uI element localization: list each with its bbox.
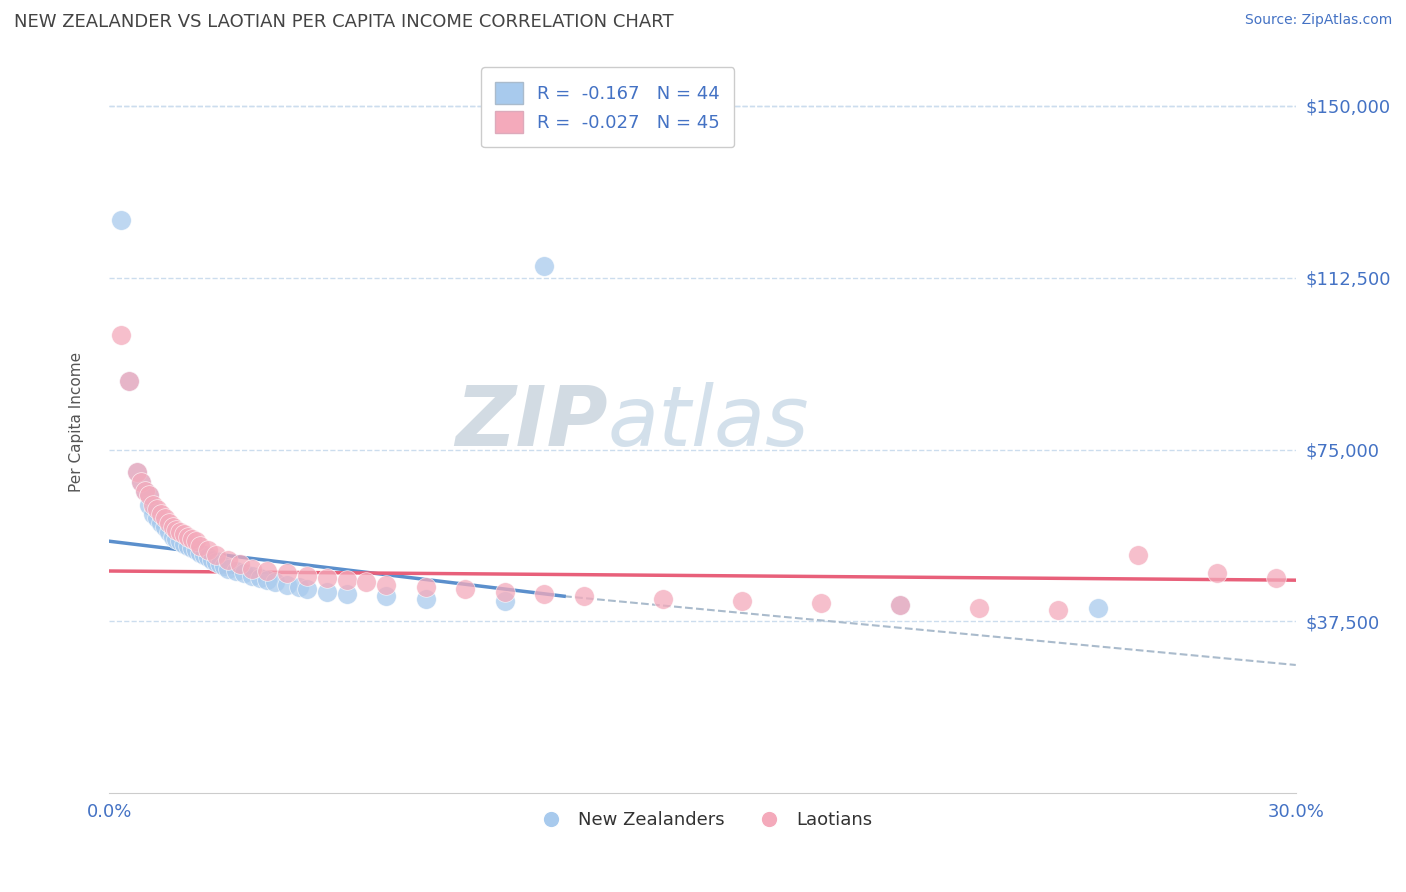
Point (1087, 600, 1109, 615)
Point (731, 594, 754, 608)
Point (356, 575, 378, 590)
Point (149, 507, 172, 521)
Point (138, 488, 160, 502)
Point (240, 568, 263, 582)
Point (205, 555, 228, 569)
Point (232, 566, 254, 581)
Point (125, 466, 148, 480)
Point (264, 575, 287, 590)
Point (295, 568, 318, 582)
Point (142, 507, 165, 521)
Point (186, 534, 208, 549)
Point (1126, 548, 1149, 562)
Point (375, 578, 398, 592)
Point (166, 532, 188, 546)
Text: Source: ZipAtlas.com: Source: ZipAtlas.com (1244, 13, 1392, 28)
Point (134, 483, 156, 498)
Point (162, 520, 184, 534)
Point (169, 524, 191, 539)
Point (217, 562, 239, 576)
Point (240, 562, 263, 576)
Text: Per Capita Income: Per Capita Income (69, 352, 83, 492)
Point (149, 516, 172, 530)
Point (315, 584, 337, 599)
Point (118, 374, 141, 388)
Point (173, 536, 195, 550)
Point (138, 498, 160, 512)
Point (415, 580, 437, 594)
Point (129, 475, 152, 489)
Text: atlas: atlas (607, 382, 810, 463)
Point (652, 591, 675, 606)
Point (295, 582, 318, 597)
Point (162, 530, 184, 544)
Point (810, 596, 832, 610)
Point (193, 548, 215, 562)
Point (256, 564, 278, 578)
Point (145, 511, 167, 525)
Point (415, 591, 437, 606)
Point (129, 475, 152, 489)
Point (142, 498, 165, 512)
Point (186, 543, 208, 558)
Point (201, 552, 224, 566)
Point (256, 573, 278, 587)
Point (153, 520, 176, 534)
Point (110, 327, 132, 342)
Point (217, 552, 239, 566)
Point (110, 213, 132, 227)
Point (494, 584, 516, 599)
Point (205, 548, 228, 562)
Text: NEW ZEALANDER VS LAOTIAN PER CAPITA INCOME CORRELATION CHART: NEW ZEALANDER VS LAOTIAN PER CAPITA INCO… (14, 13, 673, 31)
Point (288, 580, 311, 594)
Point (188, 539, 211, 553)
Point (1265, 571, 1288, 585)
Point (212, 559, 235, 574)
Point (138, 488, 160, 502)
Point (169, 534, 191, 549)
Point (276, 566, 298, 581)
Point (118, 374, 141, 388)
Point (533, 259, 555, 273)
Point (173, 527, 195, 541)
Point (494, 594, 516, 608)
Point (969, 600, 991, 615)
Text: ZIP: ZIP (456, 382, 607, 463)
Point (889, 599, 911, 613)
Point (157, 516, 180, 530)
Point (166, 523, 188, 537)
Point (197, 543, 219, 558)
Point (335, 573, 357, 587)
Point (197, 550, 219, 565)
Point (177, 539, 200, 553)
Point (125, 466, 148, 480)
Legend: New Zealanders, Laotians: New Zealanders, Laotians (526, 804, 880, 837)
Point (157, 524, 180, 539)
Point (1205, 566, 1227, 581)
Point (454, 582, 477, 597)
Point (1047, 603, 1070, 617)
Point (177, 530, 200, 544)
Point (208, 557, 231, 571)
Point (889, 599, 911, 613)
Point (315, 571, 337, 585)
Point (229, 557, 252, 571)
Point (225, 564, 247, 578)
Point (153, 511, 176, 525)
Point (188, 546, 211, 560)
Point (181, 532, 204, 546)
Point (276, 578, 298, 592)
Point (181, 541, 204, 555)
Point (134, 483, 156, 498)
Point (572, 589, 595, 603)
Point (375, 589, 398, 603)
Point (533, 587, 555, 601)
Point (145, 502, 167, 516)
Point (249, 571, 271, 585)
Point (335, 587, 357, 601)
